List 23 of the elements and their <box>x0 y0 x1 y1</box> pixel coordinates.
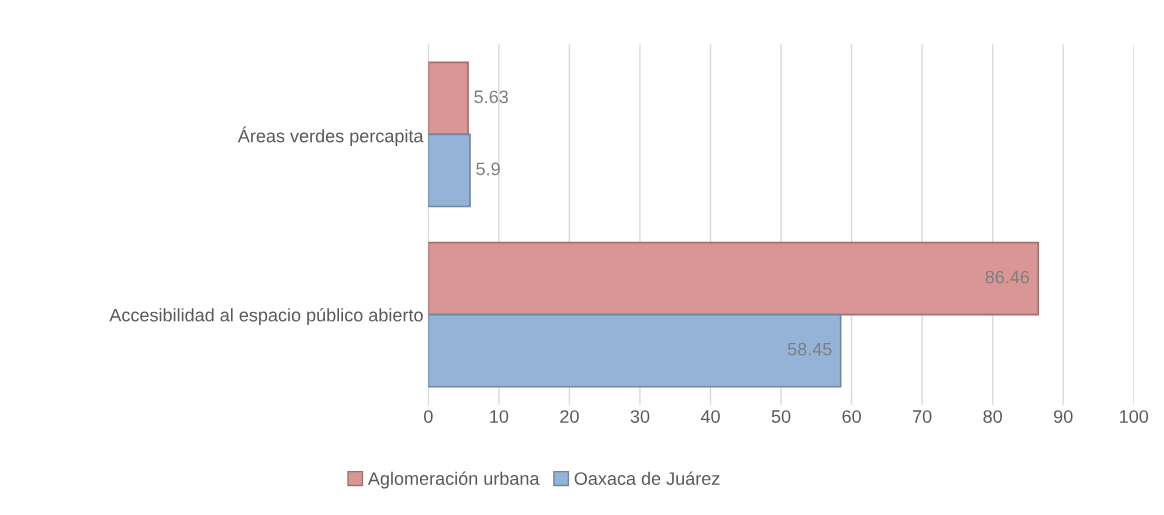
data-label: 58.45 <box>787 342 832 356</box>
legend-label: Aglomeración urbana <box>367 471 540 489</box>
x-tick-label: 40 <box>700 410 720 423</box>
bar <box>428 133 471 208</box>
x-tick-label: 0 <box>424 410 433 423</box>
x-tick-label: 10 <box>490 410 509 423</box>
y-tick-label: Accesibilidad al espacio público abierto <box>109 308 423 326</box>
x-tick-label: 20 <box>560 410 579 423</box>
data-label: 86.46 <box>985 270 1030 284</box>
bar <box>428 313 842 388</box>
x-tick-label: 70 <box>913 410 932 423</box>
x-tick-label: 100 <box>1120 410 1149 423</box>
y-tick-label: Áreas verdes percapita <box>237 126 424 146</box>
data-label: 5.9 <box>476 162 500 176</box>
bar <box>428 241 1040 316</box>
bar <box>428 61 469 136</box>
x-tick-label: 90 <box>1054 410 1073 423</box>
x-tick-label: 80 <box>983 410 1002 423</box>
x-tick-label: 60 <box>842 410 861 423</box>
x-tick-label: 50 <box>771 410 791 423</box>
legend-label: Oaxaca de Juárez <box>574 471 720 485</box>
data-label: 5.63 <box>474 90 508 104</box>
x-tick-label: 30 <box>630 410 650 423</box>
